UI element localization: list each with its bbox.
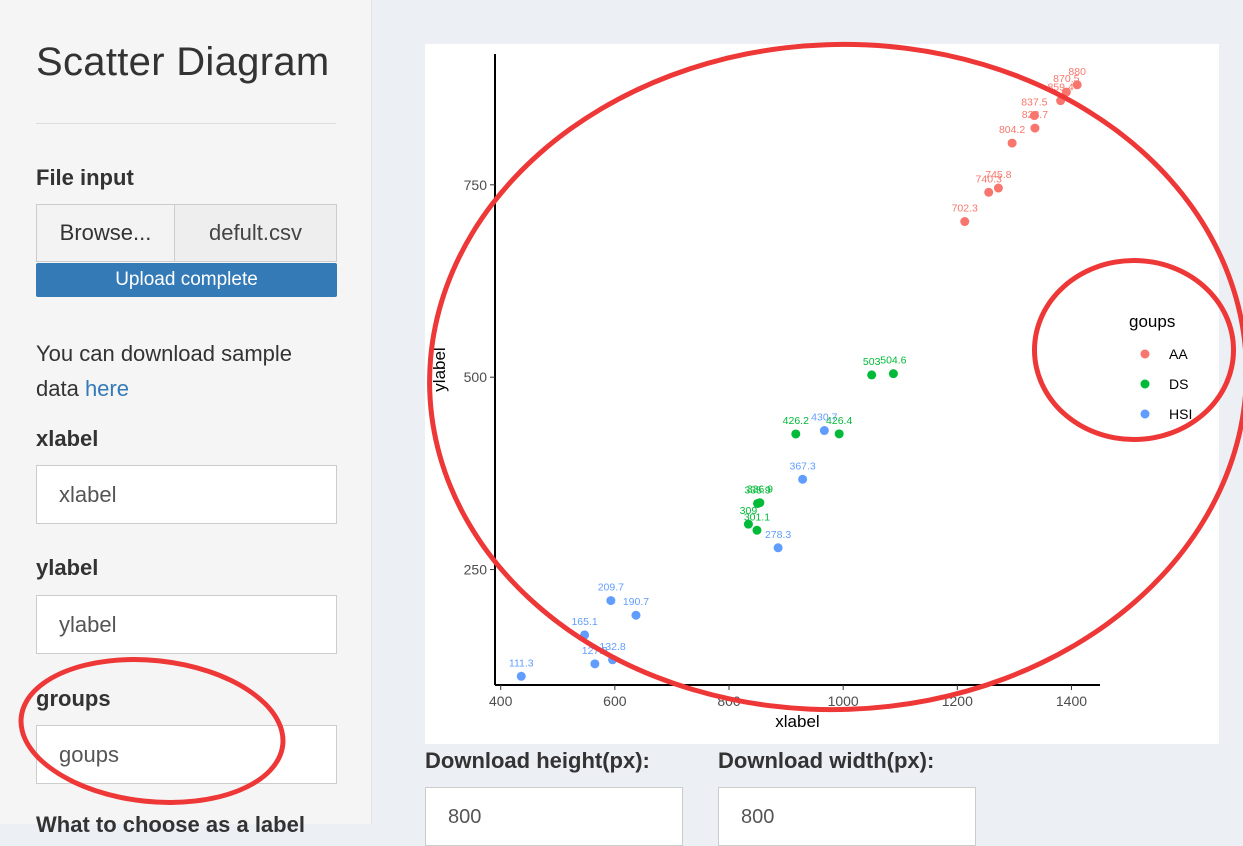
y-tick-label: 500 — [464, 369, 488, 385]
label-choice-label: What to choose as a label — [36, 812, 305, 837]
data-label: 336.9 — [747, 484, 773, 496]
legend-label-hsi: HSI — [1169, 406, 1192, 422]
data-point — [798, 474, 808, 484]
y-tick-label: 250 — [464, 562, 488, 578]
data-point — [1029, 111, 1039, 121]
data-point — [606, 596, 616, 606]
file-input-label: File input — [36, 165, 134, 190]
x-axis-title: xlabel — [775, 712, 819, 731]
y-axis-title: ylabel — [430, 347, 449, 391]
legend-key-ds — [1140, 379, 1150, 389]
legend-label-aa: AA — [1169, 346, 1188, 362]
download-width-label: Download width(px): — [718, 748, 935, 773]
data-point — [867, 370, 877, 380]
data-label: 367.3 — [789, 460, 815, 472]
browse-button[interactable]: Browse... — [36, 204, 175, 262]
data-label: 504.6 — [880, 355, 906, 367]
data-label: 111.3 — [509, 657, 534, 669]
data-point — [960, 217, 970, 227]
x-tick-label: 400 — [489, 693, 513, 709]
x-tick-label: 1400 — [1056, 693, 1087, 709]
legend-key-aa — [1140, 349, 1150, 359]
sidebar: Scatter Diagram File input Browse... def… — [0, 0, 372, 837]
data-label: 278.3 — [765, 529, 791, 541]
data-label: 702.3 — [952, 203, 978, 215]
data-point — [984, 187, 994, 197]
data-label: 335.9 — [744, 484, 770, 496]
data-point — [608, 655, 618, 665]
x-tick-label: 1000 — [828, 693, 859, 709]
data-point — [819, 426, 829, 436]
data-label: 430.7 — [811, 412, 837, 424]
legend-title: goups — [1129, 312, 1175, 331]
download-height-input[interactable]: 800 — [425, 787, 683, 846]
data-point — [590, 659, 600, 669]
download-width-input[interactable]: 800 — [718, 787, 976, 846]
data-point — [1072, 80, 1082, 90]
legend-key-hsi — [1140, 409, 1150, 419]
data-label: 503 — [863, 356, 881, 368]
data-label: 870.5 — [1053, 73, 1079, 85]
legend-label-ds: DS — [1169, 376, 1188, 392]
data-label: 309 — [740, 505, 758, 517]
title-divider — [36, 123, 336, 124]
data-point — [1061, 87, 1071, 97]
data-label: 127.5 — [582, 645, 608, 657]
data-point — [791, 429, 801, 439]
x-tick-label: 1200 — [942, 693, 973, 709]
download-height-label: Download height(px): — [425, 748, 650, 773]
ylabel-label: ylabel — [36, 555, 99, 580]
data-label: 880 — [1068, 66, 1086, 78]
upload-progress-fill: Upload complete — [36, 263, 337, 297]
data-label: 165.1 — [571, 616, 597, 628]
scatter-chart: 400 600 800 1000 1200 1400 250 500 750 xlabel ylab… — [430, 54, 1192, 731]
xlabel-input[interactable]: xlabel — [36, 465, 337, 524]
data-point — [580, 630, 590, 640]
help-text: You can download sample data — [36, 341, 293, 401]
download-sample-link[interactable]: here — [84, 376, 129, 401]
data-point — [993, 183, 1003, 193]
data-point — [1030, 123, 1040, 133]
data-point — [752, 525, 762, 535]
data-label: 190.7 — [623, 596, 649, 608]
file-name-field[interactable]: defult.csv — [175, 204, 337, 262]
data-point — [516, 671, 526, 681]
upload-progress-bar: Upload complete — [36, 263, 337, 297]
data-label: 426.2 — [783, 415, 809, 427]
data-point — [631, 610, 641, 620]
file-input: Browse... defult.csv — [36, 204, 337, 262]
xlabel-label: xlabel — [36, 426, 99, 451]
data-point — [888, 369, 898, 379]
x-tick-label: 800 — [717, 693, 741, 709]
data-label: 740.3 — [976, 173, 1002, 185]
data-point — [1056, 96, 1066, 106]
data-point — [743, 519, 753, 529]
data-label: 804.2 — [999, 124, 1025, 136]
data-label: 209.7 — [598, 582, 624, 594]
data-point — [1007, 138, 1017, 148]
data-point — [834, 429, 844, 439]
data-label: 745.8 — [985, 169, 1011, 181]
x-tick-label: 600 — [603, 693, 627, 709]
y-tick-label: 750 — [464, 177, 488, 193]
data-label: 837.5 — [1021, 97, 1047, 109]
app-title: Scatter Diagram — [36, 40, 330, 84]
data-point — [773, 543, 783, 553]
data-label: 426.4 — [826, 415, 852, 427]
sample-data-help: You can download sample data here — [36, 336, 336, 406]
data-label: 132.8 — [599, 641, 625, 653]
groups-input[interactable]: goups — [36, 725, 337, 784]
scatter-plot-panel: 400 600 800 1000 1200 1400 250 500 750 xlabel ylab… — [425, 44, 1219, 744]
groups-label: groups — [36, 686, 111, 711]
ylabel-input[interactable]: ylabel — [36, 595, 337, 654]
data-point — [755, 498, 765, 508]
